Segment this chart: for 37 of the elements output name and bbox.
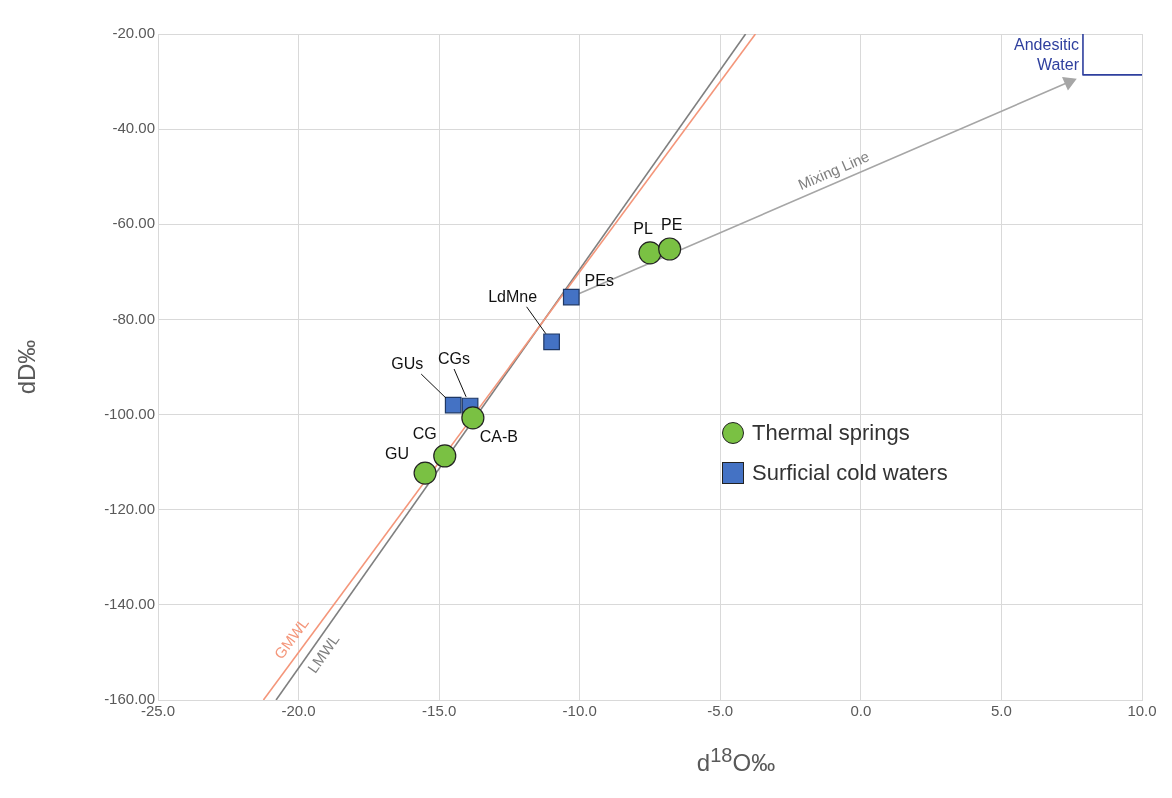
annotation: PEs (584, 272, 614, 290)
point (638, 241, 662, 265)
annotation: PL (633, 220, 653, 238)
x-tick-label: -10.0 (562, 702, 597, 720)
annotation: PE (661, 216, 683, 234)
annotation: CG (412, 425, 437, 443)
annotation: LdMne (488, 288, 538, 306)
point (562, 288, 580, 306)
point (433, 444, 457, 468)
point (413, 461, 437, 485)
y-tick-label: -80.00 (112, 309, 155, 327)
x-tick-label: -20.0 (281, 702, 316, 720)
y-tick-label: -140.00 (104, 595, 155, 612)
point (444, 396, 462, 414)
x-tick-label: 10.0 (1127, 702, 1157, 720)
x-tick-label: 0.0 (850, 702, 872, 720)
point (543, 333, 560, 351)
x-tick-label: -15.0 (422, 702, 457, 720)
x-axis-title: d$^{18}$O‰ (696, 744, 776, 776)
text: Mixing Line (795, 147, 872, 194)
series-label: Andesitic Water (1014, 36, 1080, 74)
y-tick-label: -100.00 (104, 404, 155, 422)
annotation: GUs (391, 355, 424, 373)
legend-label: Thermal springs (752, 420, 910, 446)
y-axis-title: dD‰ (13, 339, 41, 395)
x-tick-label: -5.0 (707, 702, 734, 720)
legend-label: Surficial cold waters (752, 460, 948, 486)
y-tick-label: -40.00 (112, 119, 155, 137)
x-tick-label: 5.0 (991, 702, 1012, 720)
point (461, 406, 485, 430)
annotation: CGs (438, 350, 471, 368)
y-tick-label: -20.00 (112, 24, 155, 42)
annotation: CA-B (479, 428, 518, 446)
point (658, 237, 682, 261)
annotation: GU (385, 445, 410, 463)
y-tick-label: -60.00 (112, 214, 155, 232)
y-tick-label: -120.00 (104, 499, 155, 517)
